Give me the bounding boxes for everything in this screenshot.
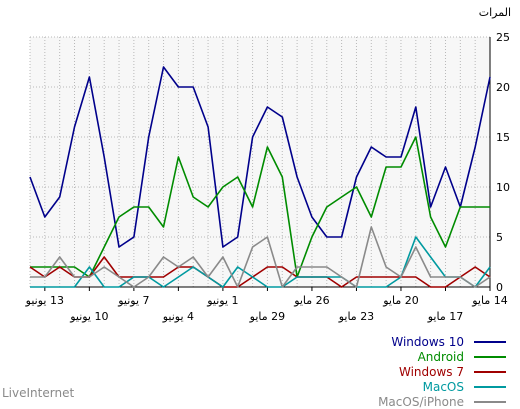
x-tick-label: 29 مايو: [249, 310, 285, 323]
y-tick-label: 10: [496, 181, 510, 194]
series-line-windows-7: [29, 256, 491, 288]
series-line-windows-10: [29, 66, 491, 248]
legend-item-macos-iphone: MacOS/iPhone: [306, 394, 506, 409]
x-tick-label: 14 مايو: [471, 294, 507, 307]
x-tick-label: 20 مايو: [382, 294, 418, 307]
legend-swatch: [474, 355, 506, 358]
x-tick-label: 10 يونيو: [69, 310, 108, 323]
legend-item-windows-7: Windows 7: [306, 364, 506, 379]
series-line-android: [30, 136, 490, 278]
y-tick-label: 25: [496, 31, 510, 44]
x-tick-label: 13 يونيو: [25, 294, 64, 307]
legend-label: MacOS: [422, 379, 464, 394]
y-tick-label: 15: [496, 131, 510, 144]
y-tick-label: 5: [496, 231, 503, 244]
legend-swatch: [474, 385, 506, 388]
x-tick-label: 4 يونيو: [162, 310, 194, 323]
x-tick-label: 23 مايو: [338, 310, 374, 323]
y-tick-label: 0: [496, 281, 503, 294]
x-tick-label: 17 مايو: [427, 310, 463, 323]
series-line-macos-iphone: [30, 226, 491, 288]
legend-label: Android: [417, 349, 464, 364]
y-tick-label: 20: [496, 81, 510, 94]
legend-label: Windows 7: [398, 364, 464, 379]
x-tick-label: 26 مايو: [293, 294, 329, 307]
legend-swatch: [474, 340, 506, 343]
series-line-macos: [30, 236, 491, 288]
y-axis-unit-label: المرات: [478, 6, 511, 19]
legend-label: Windows 10: [391, 334, 464, 349]
x-tick-label: 1 يونيو: [206, 294, 238, 307]
legend-swatch: [474, 400, 506, 403]
chart-legend: Windows 10 Android Windows 7 MacOS MacOS…: [306, 334, 506, 409]
legend-item-android: Android: [306, 349, 506, 364]
legend-item-windows-10: Windows 10: [306, 334, 506, 349]
legend-label: MacOS/iPhone: [378, 394, 464, 409]
liveinternet-watermark: LiveInternet: [2, 386, 75, 400]
legend-item-macos: MacOS: [306, 379, 506, 394]
legend-swatch: [474, 370, 506, 373]
x-tick-label: 7 يونيو: [117, 294, 149, 307]
